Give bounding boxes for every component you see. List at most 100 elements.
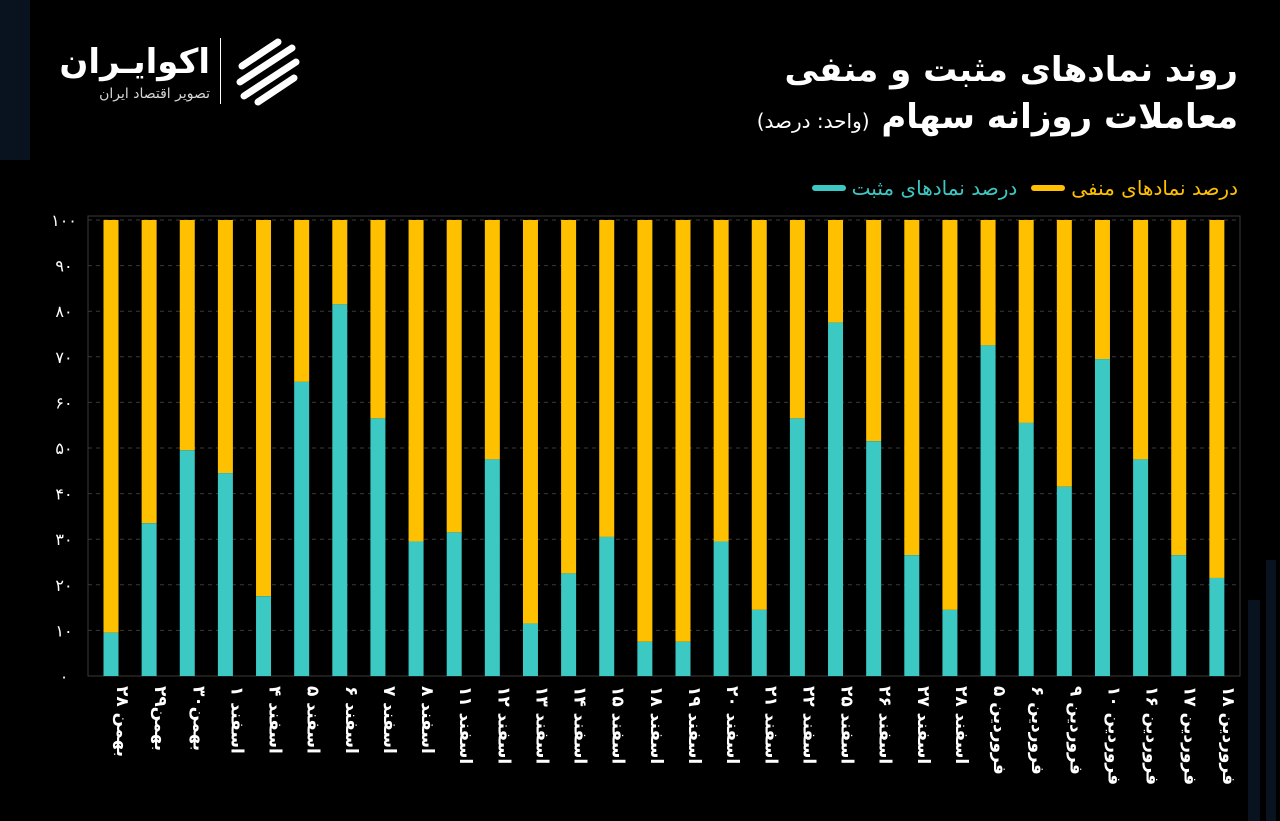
bar-negative xyxy=(446,220,462,533)
legend-label-positive: درصد نمادهای مثبت xyxy=(851,176,1018,200)
background-decoration xyxy=(1248,600,1260,821)
x-tick-label: ۲۷ اسفند xyxy=(913,686,933,764)
bar-negative xyxy=(713,220,729,542)
x-tick-label: ۱۶ فروردین xyxy=(1142,686,1162,785)
bar-positive xyxy=(1056,486,1072,676)
y-tick-label: ۵۰ xyxy=(55,439,72,458)
bar-negative xyxy=(599,220,615,537)
bar-negative xyxy=(561,220,577,574)
bar-positive xyxy=(599,536,615,676)
x-tick-label: ۲۸ اسفند xyxy=(951,686,971,764)
y-tick-label: ۷۰ xyxy=(55,348,72,367)
bar-negative xyxy=(256,220,272,597)
x-tick-label: ۱۸ اسفند xyxy=(646,686,666,764)
x-tick-label: ۱۰ فروردین xyxy=(1103,686,1123,785)
bar-positive xyxy=(370,418,386,676)
bar-positive xyxy=(408,541,424,676)
bar-negative xyxy=(370,220,386,419)
x-tick-label: ۱۷ فروردین xyxy=(1180,686,1200,785)
bar-negative xyxy=(980,220,996,346)
x-tick-label: ۴ اسفند xyxy=(265,686,285,754)
x-tick-label: ۵ اسفند xyxy=(303,686,323,754)
bar-positive xyxy=(866,441,882,676)
bar-positive xyxy=(904,555,920,676)
bar-positive xyxy=(637,641,653,676)
bar-positive xyxy=(294,381,310,676)
y-tick-label: ۸۰ xyxy=(55,302,72,321)
bar-positive xyxy=(789,418,805,676)
x-tick-label: ۶ فروردین xyxy=(1027,686,1047,775)
background-decoration xyxy=(1266,560,1276,821)
legend-label-negative: درصد نمادهای منفی xyxy=(1071,176,1238,200)
x-tick-label: ۲۹بهمن xyxy=(150,686,170,751)
bar-positive xyxy=(141,523,157,676)
bar-positive xyxy=(675,641,691,676)
x-tick-label: ۲۲ اسفند xyxy=(798,686,818,764)
x-tick-label: ۱۱ اسفند xyxy=(455,686,475,764)
bar-negative xyxy=(637,220,653,642)
y-tick-label: ۰ xyxy=(60,667,69,686)
bar-positive xyxy=(332,304,348,676)
bar-positive xyxy=(446,532,462,676)
chart-legend: درصد نمادهای مثبت درصد نمادهای منفی xyxy=(811,176,1238,200)
ecoiran-logo-icon xyxy=(236,38,300,106)
x-tick-label: ۱۹ اسفند xyxy=(684,686,704,764)
brand-tagline: تصویر اقتصاد ایران xyxy=(99,86,210,102)
bar-negative xyxy=(1018,220,1034,423)
legend-item-positive: درصد نمادهای مثبت xyxy=(811,176,1018,200)
bar-positive xyxy=(1133,459,1149,676)
y-tick-label: ۱۰ xyxy=(55,621,72,640)
title-line-2: معاملات روزانه سهام (واحد: درصد) xyxy=(757,92,1238,146)
bar-negative xyxy=(484,220,500,460)
plot-frame xyxy=(87,215,1241,677)
bar-negative xyxy=(751,220,767,610)
bar-negative xyxy=(828,220,844,323)
x-tick-label: ۱۸ فروردین xyxy=(1218,686,1238,785)
bar-negative xyxy=(789,220,805,419)
x-tick-label: ۲۰ اسفند xyxy=(722,686,742,764)
bar-positive xyxy=(522,623,538,676)
bar-negative xyxy=(332,220,348,305)
legend-item-negative: درصد نمادهای منفی xyxy=(1031,176,1238,200)
chart-title: روند نمادهای مثبت و منفی معاملات روزانه … xyxy=(757,48,1238,146)
bar-negative xyxy=(522,220,538,624)
bar-negative xyxy=(294,220,310,382)
x-tick-label: ۲۶ اسفند xyxy=(875,686,895,764)
title-line-1: روند نمادهای مثبت و منفی xyxy=(784,50,1238,90)
bar-positive xyxy=(561,573,577,676)
bar-positive xyxy=(751,609,767,676)
legend-swatch-positive xyxy=(811,185,846,191)
bar-positive xyxy=(256,596,272,676)
x-tick-label: ۲۵ اسفند xyxy=(837,686,857,764)
bar-negative xyxy=(141,220,157,524)
x-tick-label: ۱۳ اسفند xyxy=(531,686,551,764)
x-tick-label: ۳۰بهمن xyxy=(188,686,208,751)
bar-positive xyxy=(1094,359,1110,676)
x-tick-label: ۱۲ اسفند xyxy=(493,686,513,764)
bar-negative xyxy=(1056,220,1072,487)
bar-positive xyxy=(942,609,958,676)
x-tick-label: ۹ فروردین xyxy=(1065,686,1085,775)
legend-swatch-negative xyxy=(1031,185,1066,191)
title-line-2-text: معاملات روزانه سهام xyxy=(881,97,1238,137)
bar-negative xyxy=(904,220,920,556)
logo-divider xyxy=(220,38,221,104)
bar-positive xyxy=(103,632,119,676)
x-tick-label: ۸ اسفند xyxy=(417,686,437,754)
bar-positive xyxy=(1209,577,1225,676)
bar-positive xyxy=(713,541,729,676)
x-tick-label: ۲۸ بهمن xyxy=(112,686,132,757)
x-tick-label: ۱ اسفند xyxy=(226,686,246,754)
bar-negative xyxy=(217,220,233,474)
x-tick-label: ۱۵ اسفند xyxy=(608,686,628,764)
bar-positive xyxy=(828,322,844,676)
title-unit: (واحد: درصد) xyxy=(756,109,870,133)
y-tick-label: ۶۰ xyxy=(55,393,72,412)
bar-negative xyxy=(1171,220,1187,556)
y-tick-label: ۱۰۰ xyxy=(51,211,77,230)
x-tick-label: ۶ اسفند xyxy=(341,686,361,754)
bar-positive xyxy=(217,473,233,676)
x-tick-label: ۵ فروردین xyxy=(989,686,1009,775)
bar-positive xyxy=(980,345,996,676)
